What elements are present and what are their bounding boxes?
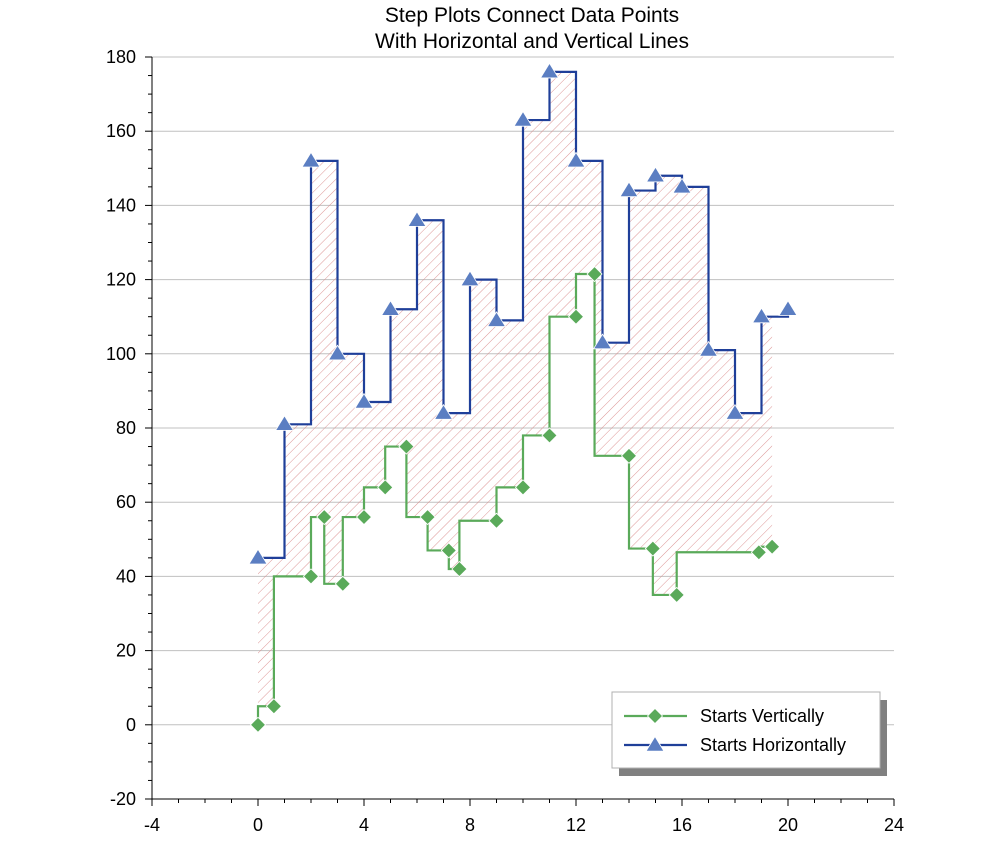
diamond-marker — [644, 540, 661, 557]
y-tick-label: 0 — [126, 715, 136, 735]
triangle-marker — [354, 392, 374, 409]
x-tick-label: 16 — [672, 815, 692, 835]
y-tick-label: 160 — [106, 121, 136, 141]
x-tick-label: 0 — [253, 815, 263, 835]
triangle-marker — [725, 403, 745, 420]
triangle-marker — [619, 181, 639, 198]
diamond-marker — [302, 568, 320, 585]
chart-title-line-2: With Horizontal and Vertical Lines — [375, 30, 689, 53]
triangle-marker — [486, 311, 507, 327]
diamond-marker — [377, 479, 394, 496]
triangle-marker — [407, 210, 427, 227]
x-tick-label: 4 — [359, 815, 369, 835]
triangle-marker — [672, 177, 692, 194]
diamond-marker — [764, 538, 781, 555]
diamond-marker — [249, 716, 267, 733]
y-tick-label: -20 — [110, 789, 136, 809]
axes: -20 0 20 40 60 80 100 120 140 160 180 -4 0 4 8 12 16 20 24 — [106, 47, 904, 835]
x-tick-label: 12 — [566, 815, 586, 835]
y-tick-label: 180 — [106, 47, 136, 67]
triangle-marker — [327, 344, 348, 361]
diamond-marker — [355, 508, 373, 526]
legend-label-starts-horizontally: Starts Horizontally — [700, 735, 846, 755]
diamond-marker — [419, 508, 436, 526]
triangle-marker — [248, 548, 268, 565]
y-tick-label: 80 — [116, 418, 136, 438]
x-tick-label: -4 — [144, 815, 160, 835]
y-tick-label: 120 — [106, 270, 136, 290]
diamond-marker — [316, 508, 333, 526]
y-tick-label: 60 — [116, 492, 136, 512]
diamond-marker — [451, 560, 468, 578]
diamond-marker — [668, 586, 685, 604]
triangle-marker — [274, 415, 295, 431]
y-tick-label: 40 — [116, 566, 136, 586]
triangle-marker — [778, 300, 798, 316]
y-tick-label: 20 — [116, 641, 136, 661]
y-tick-label: 100 — [106, 344, 136, 364]
triangle-marker — [513, 110, 533, 127]
diamond-marker — [541, 427, 558, 444]
legend-box — [611, 691, 881, 769]
diamond-marker — [620, 447, 638, 464]
triangle-marker — [380, 300, 401, 316]
triangle-marker — [460, 270, 480, 287]
triangle-marker — [592, 333, 613, 350]
triangle-marker — [698, 340, 719, 357]
legend-diamond-marker — [646, 707, 664, 725]
triangle-marker — [566, 151, 586, 168]
triangle-marker — [301, 151, 321, 168]
legend-label-starts-vertically: Starts Vertically — [700, 706, 824, 726]
diamond-marker — [440, 542, 457, 559]
diamond-marker — [586, 265, 603, 283]
diamond-marker — [514, 479, 532, 496]
chart-title: Step Plots Connect Data Points With Hori… — [375, 4, 689, 53]
legend-triangle-marker — [645, 735, 665, 752]
triangle-marker — [645, 166, 666, 183]
x-tick-label: 20 — [778, 815, 798, 835]
diamond-marker — [265, 698, 282, 715]
x-tick-label: 24 — [884, 815, 904, 835]
diamond-marker — [750, 544, 767, 561]
chart-title-line-1: Step Plots Connect Data Points — [385, 4, 679, 27]
y-tick-label: 140 — [106, 195, 136, 215]
diamond-marker — [488, 512, 505, 529]
triangle-marker — [751, 307, 772, 324]
series-layer — [248, 62, 798, 733]
diamond-marker — [567, 308, 585, 325]
hatched-area — [258, 71, 773, 707]
triangle-marker — [539, 62, 560, 79]
diamond-marker — [398, 438, 415, 455]
hatched-fill-region — [258, 71, 773, 707]
legend: Starts Vertically Starts Horizontally — [611, 691, 887, 776]
diamond-marker — [334, 575, 351, 592]
x-tick-label: 8 — [465, 815, 475, 835]
triangle-marker — [433, 403, 454, 420]
